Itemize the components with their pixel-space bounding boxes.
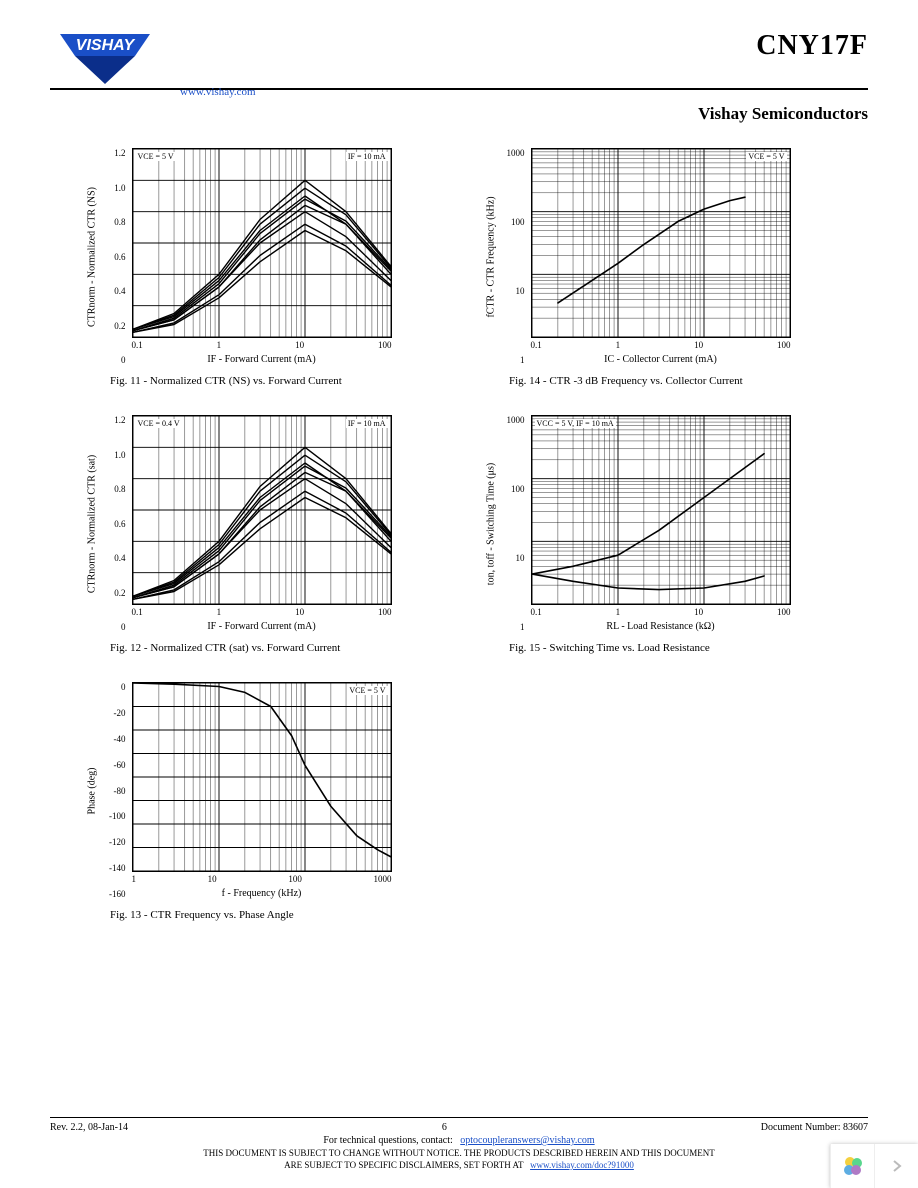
fig12-xticks: 0.1110100 xyxy=(132,607,392,617)
charts-grid: CTRnorm - Normalized CTR (NS) 1.21.00.80… xyxy=(50,148,868,921)
corner-widget xyxy=(830,1144,918,1188)
revision-text: Rev. 2.2, 08-Jan-14 xyxy=(50,1122,128,1133)
empty-cell xyxy=(489,682,828,921)
fig14-annot-right: VCE = 5 V xyxy=(746,152,786,161)
vishay-logo: VISHAY xyxy=(50,30,170,86)
fig12-caption: Fig. 12 - Normalized CTR (sat) vs. Forwa… xyxy=(90,642,429,654)
fig12-ylabel: CTRnorm - Normalized CTR (sat) xyxy=(86,454,97,592)
datasheet-page: VISHAY CNY17F www.vishay.com Vishay Semi… xyxy=(0,0,918,1188)
fig11-xlabel: IF - Forward Current (mA) xyxy=(132,354,392,365)
fig13-yticks: 0-20-40-60-80-100-120-140-160 xyxy=(98,682,126,899)
fig15-xticks: 0.1110100 xyxy=(531,607,791,617)
fig11-yticks: 1.21.00.80.60.40.20 xyxy=(98,148,126,365)
disclaimer-url-link[interactable]: www.vishay.com/doc?91000 xyxy=(530,1160,634,1170)
fig13-xlabel: f - Frequency (kHz) xyxy=(132,888,392,899)
fig11-annot-left: VCE = 5 V xyxy=(136,152,176,161)
fig13-ylabel: Phase (deg) xyxy=(86,767,97,814)
fig11-xticks: 0.1110100 xyxy=(132,340,392,350)
fig15-caption: Fig. 15 - Switching Time vs. Load Resist… xyxy=(489,642,828,654)
disclaimer-line2: ARE SUBJECT TO SPECIFIC DISCLAIMERS, SET… xyxy=(284,1160,523,1170)
logo-text: VISHAY xyxy=(76,37,136,54)
flower-icon[interactable] xyxy=(830,1144,874,1188)
fig14-ylabel: fCTR - CTR Frequency (kHz) xyxy=(485,196,496,317)
document-number: Document Number: 83607 xyxy=(761,1122,868,1133)
fig14-plot: VCE = 5 V xyxy=(531,148,791,338)
page-header: VISHAY CNY17F xyxy=(50,30,868,90)
page-number: 6 xyxy=(442,1122,447,1133)
fig13-cell: Phase (deg) 0-20-40-60-80-100-120-140-16… xyxy=(90,682,429,921)
fig13-annot-right: VCE = 5 V xyxy=(347,686,387,695)
page-footer: Rev. 2.2, 08-Jan-14 6 Document Number: 8… xyxy=(50,1117,868,1170)
fig15-cell: ton, toff - Switching Time (μs) 10001001… xyxy=(489,415,828,654)
division-title: Vishay Semiconductors xyxy=(50,104,868,124)
contact-email-link[interactable]: optocoupleranswers@vishay.com xyxy=(460,1135,594,1146)
fig15-ylabel: ton, toff - Switching Time (μs) xyxy=(485,462,496,584)
fig12-cell: CTRnorm - Normalized CTR (sat) 1.21.00.8… xyxy=(90,415,429,654)
fig13-plot: VCE = 5 V xyxy=(132,682,392,872)
fig11-caption: Fig. 11 - Normalized CTR (NS) vs. Forwar… xyxy=(90,375,429,387)
fig11-cell: CTRnorm - Normalized CTR (NS) 1.21.00.80… xyxy=(90,148,429,387)
fig15-annot-left: VCC = 5 V, IF = 10 mA xyxy=(535,419,616,428)
fig13-xticks: 1101001000 xyxy=(132,874,392,884)
fig14-xlabel: IC - Collector Current (mA) xyxy=(531,354,791,365)
fig14-caption: Fig. 14 - CTR -3 dB Frequency vs. Collec… xyxy=(489,375,828,387)
fig12-plot: VCE = 0.4 V IF = 10 mA xyxy=(132,415,392,605)
fig12-yticks: 1.21.00.80.60.40.20 xyxy=(98,415,126,632)
fig13-caption: Fig. 13 - CTR Frequency vs. Phase Angle xyxy=(90,909,429,921)
fig14-cell: fCTR - CTR Frequency (kHz) 1000100101 VC… xyxy=(489,148,828,387)
fig12-annot-right: IF = 10 mA xyxy=(346,419,388,428)
fig12-annot-left: VCE = 0.4 V xyxy=(136,419,182,428)
fig14-yticks: 1000100101 xyxy=(497,148,525,365)
disclaimer-line1: THIS DOCUMENT IS SUBJECT TO CHANGE WITHO… xyxy=(50,1148,868,1158)
fig11-plot: VCE = 5 V IF = 10 mA xyxy=(132,148,392,338)
vishay-url[interactable]: www.vishay.com xyxy=(180,86,868,98)
chevron-right-icon[interactable] xyxy=(874,1144,918,1188)
fig12-xlabel: IF - Forward Current (mA) xyxy=(132,621,392,632)
contact-label: For technical questions, contact: xyxy=(323,1135,452,1146)
fig15-plot: VCC = 5 V, IF = 10 mA xyxy=(531,415,791,605)
fig15-xlabel: RL - Load Resistance (kΩ) xyxy=(531,621,791,632)
fig14-xticks: 0.1110100 xyxy=(531,340,791,350)
fig15-yticks: 1000100101 xyxy=(497,415,525,632)
fig11-annot-right: IF = 10 mA xyxy=(346,152,388,161)
part-number: CNY17F xyxy=(170,30,868,62)
fig11-ylabel: CTRnorm - Normalized CTR (NS) xyxy=(86,187,97,327)
